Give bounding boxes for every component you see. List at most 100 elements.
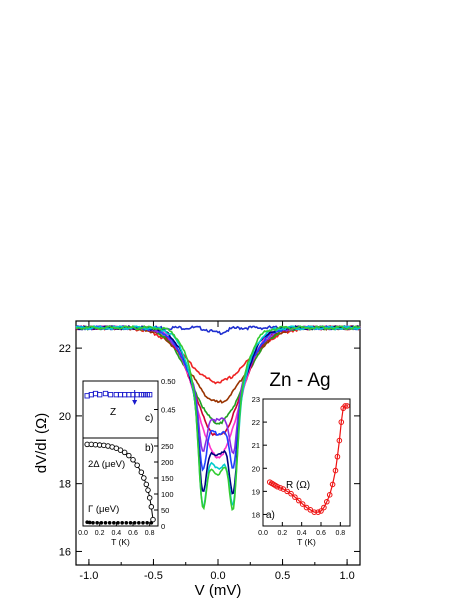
inset-a-point: [277, 485, 284, 491]
inset-b-y-tick-label: 0: [161, 522, 165, 531]
inset-c-y-tick-label: 0.45: [161, 406, 176, 415]
x-tick-label: 1.0: [339, 570, 354, 582]
inset-a-point: [288, 490, 294, 497]
inset-a-point: [311, 509, 318, 515]
x-tick-label: -0.5: [144, 570, 163, 582]
inset-b-gamma-point: [132, 521, 137, 525]
inset-a: 0.0 0.2 0.4 0.6 0.8 18 19 20 21 22 23 T (K) R (Ω) a): [252, 395, 351, 547]
inset-c-panel-label: c): [145, 413, 153, 424]
inset-a-x-tick-label: 0.8: [335, 530, 345, 537]
inset-bc-x-tick-label: 0.6: [128, 530, 138, 537]
inset-bc-x-label: T (K): [111, 537, 130, 547]
inset-a-point: [315, 509, 321, 515]
inset-b-gap-point: [148, 504, 155, 510]
inset-b-gap-point: [150, 516, 156, 523]
inset-a-point: [292, 494, 298, 500]
y-axis-label: dV/dI (Ω): [33, 413, 50, 473]
inset-a-x-tick-label: 0.4: [297, 530, 307, 537]
inset-a-point: [332, 467, 339, 474]
inset-c-y-tick-label: 0.50: [161, 377, 176, 386]
inset-a-point: [295, 497, 302, 504]
inset-a-point: [318, 508, 324, 514]
inset-a-y-tick-label: 18: [252, 510, 260, 519]
inset-b-gamma-point: [124, 521, 129, 525]
inset-b-gamma-point: [128, 521, 133, 525]
inset-a-point: [336, 437, 343, 444]
inset-b-gap-point: [117, 447, 124, 453]
inset-b-gap-point: [143, 481, 150, 488]
inset-bc-x-tick-label: 0.4: [111, 530, 121, 537]
inset-a-y-tick-label: 20: [252, 464, 260, 473]
inset-b-gamma-point: [107, 521, 112, 525]
inset-a-point: [326, 492, 333, 498]
inset-bc-x-tick-label: 0.8: [145, 530, 155, 537]
inset-a-x-tick-label: 0.2: [277, 530, 287, 537]
inset-b-gamma-point: [91, 521, 95, 525]
inset-a-y-tick-label: 23: [252, 395, 260, 404]
inset-b-gamma-point: [103, 521, 108, 525]
inset-c-z-point: [141, 392, 147, 398]
inset-c-z-point: [97, 392, 103, 398]
series-curve: [76, 325, 361, 511]
inset-a-y-tick-label: 19: [252, 487, 260, 496]
inset-b-gamma-point: [149, 521, 154, 525]
inset-a-point: [274, 483, 281, 490]
y-tick-label: 22: [59, 343, 71, 355]
inset-b-gamma-label: Γ (μeV): [88, 504, 119, 515]
inset-b-gap-point: [138, 469, 145, 475]
x-tick-label: 0.0: [210, 570, 225, 582]
inset-a-point: [344, 403, 350, 409]
inset-b-gamma-point: [99, 521, 104, 525]
inset-a-y-tick-label: 21: [252, 441, 260, 450]
inset-a-point: [299, 501, 306, 507]
inset-b-y-tick-label: 150: [161, 474, 174, 483]
inset-bc-x-tick-label: 0.0: [78, 530, 88, 537]
inset-a-point: [329, 481, 336, 488]
inset-a-point: [321, 504, 327, 511]
inset-b-y-tick-label: 100: [161, 490, 174, 499]
inset-b-y-tick-label: 50: [161, 506, 169, 515]
inset-a-y-tick-label: 22: [252, 418, 260, 427]
inset-bc-x-tick-label: 0.2: [95, 530, 105, 537]
x-axis-label: V (mV): [195, 582, 242, 599]
inset-b-gap-point: [134, 462, 140, 468]
inset-c-arrow-head: [132, 400, 138, 405]
inset-b-gamma-point: [95, 521, 99, 525]
inset-a-x-tick-label: 0.6: [316, 530, 326, 537]
x-tick-label: 0.5: [275, 570, 290, 582]
y-tick-label: 16: [59, 546, 71, 558]
inset-b-gamma-point: [87, 520, 92, 525]
inset-a-x-label: T (K): [297, 537, 316, 547]
y-tick-label: 18: [59, 479, 71, 491]
inset-a-series-label: R (Ω): [286, 480, 310, 491]
inset-a-point: [338, 419, 345, 425]
inset-bc: 0.0 0.2 0.4 0.6 0.8 T (K) 0 50 100 150 200 250 0.45 0…: [78, 377, 175, 547]
y-tick-label: 20: [59, 411, 71, 423]
inset-b-gamma-point: [112, 521, 116, 525]
main-plot: -1.0 -0.5 0.0 0.5 1.0 16 18 20 22 V (mV) dV/dI (Ω)…: [33, 320, 361, 599]
inset-a-panel-label: a): [266, 510, 275, 521]
inset-b-panel-label: b): [145, 443, 154, 454]
annotation-label: Zn - Ag: [269, 370, 330, 391]
inset-a-x-tick-label: 0.0: [258, 530, 268, 537]
inset-bc-frame: [82, 380, 159, 527]
inset-b-gap-point: [130, 457, 136, 463]
inset-b-gamma-point: [120, 521, 124, 525]
inset-c-z-point: [102, 390, 109, 397]
inset-b-gap-point: [145, 487, 151, 493]
inset-c-z-point: [147, 392, 153, 398]
inset-a-point: [334, 453, 341, 460]
x-tick-label: -1.0: [79, 570, 98, 582]
inset-a-point: [324, 498, 330, 505]
inset-b-gamma-point: [141, 521, 145, 525]
inset-b-y-tick-label: 250: [161, 442, 174, 451]
inset-b-gamma-point: [137, 521, 141, 525]
inset-b-gamma-point: [116, 521, 120, 525]
inset-c-series-label: Z: [110, 407, 116, 418]
inset-b-gap-point: [146, 495, 153, 501]
inset-b-y-tick-label: 200: [161, 458, 174, 467]
inset-b-gap-point: [121, 449, 128, 456]
inset-b-gap-point: [126, 452, 132, 459]
inset-a-point: [342, 403, 348, 409]
